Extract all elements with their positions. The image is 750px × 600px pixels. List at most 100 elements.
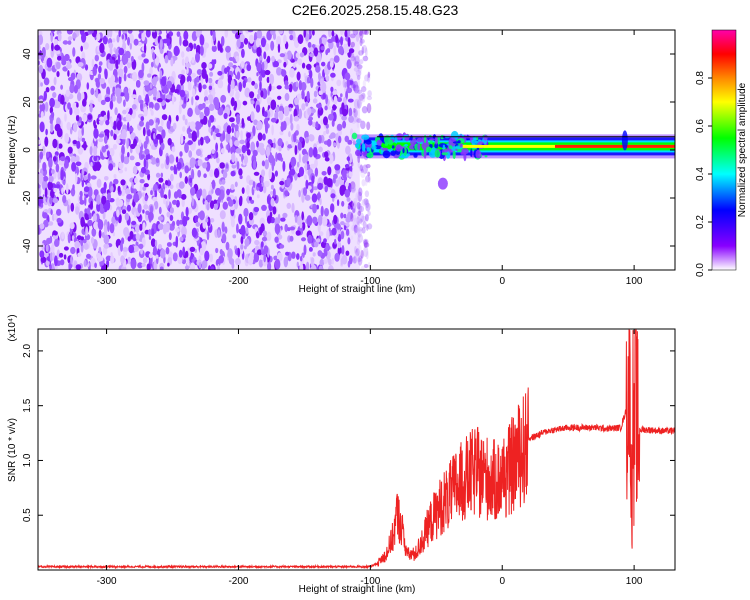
noise-speckle — [152, 87, 157, 98]
noise-speckle — [171, 220, 176, 227]
signal-blob — [484, 155, 488, 158]
noise-speckle — [194, 215, 199, 224]
noise-speckle — [270, 40, 275, 51]
noise-speckle — [230, 216, 235, 228]
noise-speckle — [110, 117, 113, 128]
noise-speckle — [321, 81, 327, 93]
noise-speckle — [265, 146, 271, 158]
noise-speckle — [256, 140, 259, 148]
noise-speckle — [345, 228, 350, 236]
noise-speckle — [288, 107, 292, 112]
noise-speckle — [355, 248, 360, 257]
noise-speckle — [246, 184, 250, 195]
noise-speckle — [89, 30, 94, 34]
spectrogram-y-tick-label: -40 — [22, 238, 33, 253]
noise-speckle — [162, 224, 167, 235]
noise-speckle — [140, 116, 145, 122]
noise-speckle — [221, 221, 225, 233]
snr-y-tick-label: 1.5 — [22, 398, 33, 412]
noise-speckle — [240, 243, 244, 250]
noise-speckle — [245, 226, 249, 235]
noise-speckle — [139, 179, 145, 184]
noise-speckle — [365, 202, 371, 212]
noise-speckle — [179, 100, 184, 105]
noise-speckle — [240, 130, 243, 140]
noise-speckle — [164, 54, 169, 64]
noise-speckle — [357, 63, 362, 74]
noise-speckle — [128, 126, 134, 132]
noise-speckle — [234, 140, 240, 147]
noise-speckle — [361, 198, 367, 207]
noise-speckle — [274, 223, 281, 235]
noise-speckle — [367, 73, 371, 83]
noise-speckle — [367, 71, 371, 79]
noise-speckle — [202, 219, 207, 229]
noise-speckle — [94, 54, 100, 62]
noise-speckle — [231, 152, 236, 163]
noise-speckle — [84, 208, 88, 214]
noise-speckle — [99, 78, 106, 85]
noise-speckle — [150, 190, 153, 196]
noise-speckle — [203, 173, 207, 178]
noise-speckle — [157, 244, 163, 250]
noise-speckle — [149, 82, 153, 89]
noise-speckle — [350, 212, 354, 222]
noise-speckle — [142, 209, 145, 214]
noise-speckle — [263, 253, 267, 263]
noise-speckle — [63, 159, 69, 169]
noise-speckle — [43, 77, 50, 86]
noise-speckle — [56, 127, 63, 138]
noise-speckle — [239, 139, 246, 145]
noise-speckle — [143, 183, 149, 188]
noise-speckle — [267, 261, 272, 270]
noise-speckle — [222, 130, 226, 141]
noise-speckle — [253, 119, 258, 126]
noise-speckle — [235, 148, 242, 154]
noise-speckle — [38, 113, 42, 118]
noise-speckle — [253, 206, 260, 213]
noise-speckle — [293, 132, 297, 143]
noise-speckle — [367, 223, 373, 230]
noise-speckle — [337, 97, 342, 103]
noise-speckle — [72, 102, 77, 110]
noise-speckle — [191, 227, 197, 238]
noise-speckle — [353, 116, 359, 123]
noise-speckle — [196, 128, 200, 139]
noise-speckle — [110, 255, 115, 264]
noise-speckle — [189, 121, 196, 130]
signal-blob — [390, 150, 397, 156]
noise-speckle — [105, 255, 112, 262]
noise-speckle — [77, 129, 82, 139]
signal-blob — [355, 149, 361, 157]
noise-speckle — [219, 162, 225, 169]
noise-speckle — [115, 59, 119, 70]
signal-blob — [469, 136, 474, 141]
noise-speckle — [129, 108, 133, 115]
noise-speckle — [166, 211, 171, 218]
noise-speckle — [64, 53, 70, 62]
noise-speckle — [112, 95, 116, 102]
noise-speckle — [127, 36, 130, 46]
noise-speckle — [199, 45, 204, 56]
noise-speckle — [195, 76, 200, 83]
noise-speckle — [271, 160, 275, 172]
noise-speckle — [276, 35, 282, 47]
noise-speckle — [153, 132, 156, 140]
signal-blob — [448, 137, 457, 147]
noise-speckle — [131, 94, 138, 99]
noise-speckle — [86, 253, 91, 259]
noise-speckle — [306, 90, 310, 102]
noise-speckle — [185, 206, 189, 217]
noise-speckle — [279, 244, 285, 249]
noise-speckle — [187, 140, 194, 145]
noise-speckle — [160, 163, 165, 169]
noise-speckle — [310, 108, 316, 114]
noise-speckle — [154, 239, 158, 248]
noise-speckle — [169, 184, 174, 190]
noise-speckle — [109, 147, 115, 157]
noise-speckle — [113, 174, 117, 179]
noise-speckle — [120, 255, 125, 264]
noise-speckle — [244, 238, 250, 247]
noise-speckle — [271, 124, 274, 136]
noise-speckle — [41, 50, 45, 62]
